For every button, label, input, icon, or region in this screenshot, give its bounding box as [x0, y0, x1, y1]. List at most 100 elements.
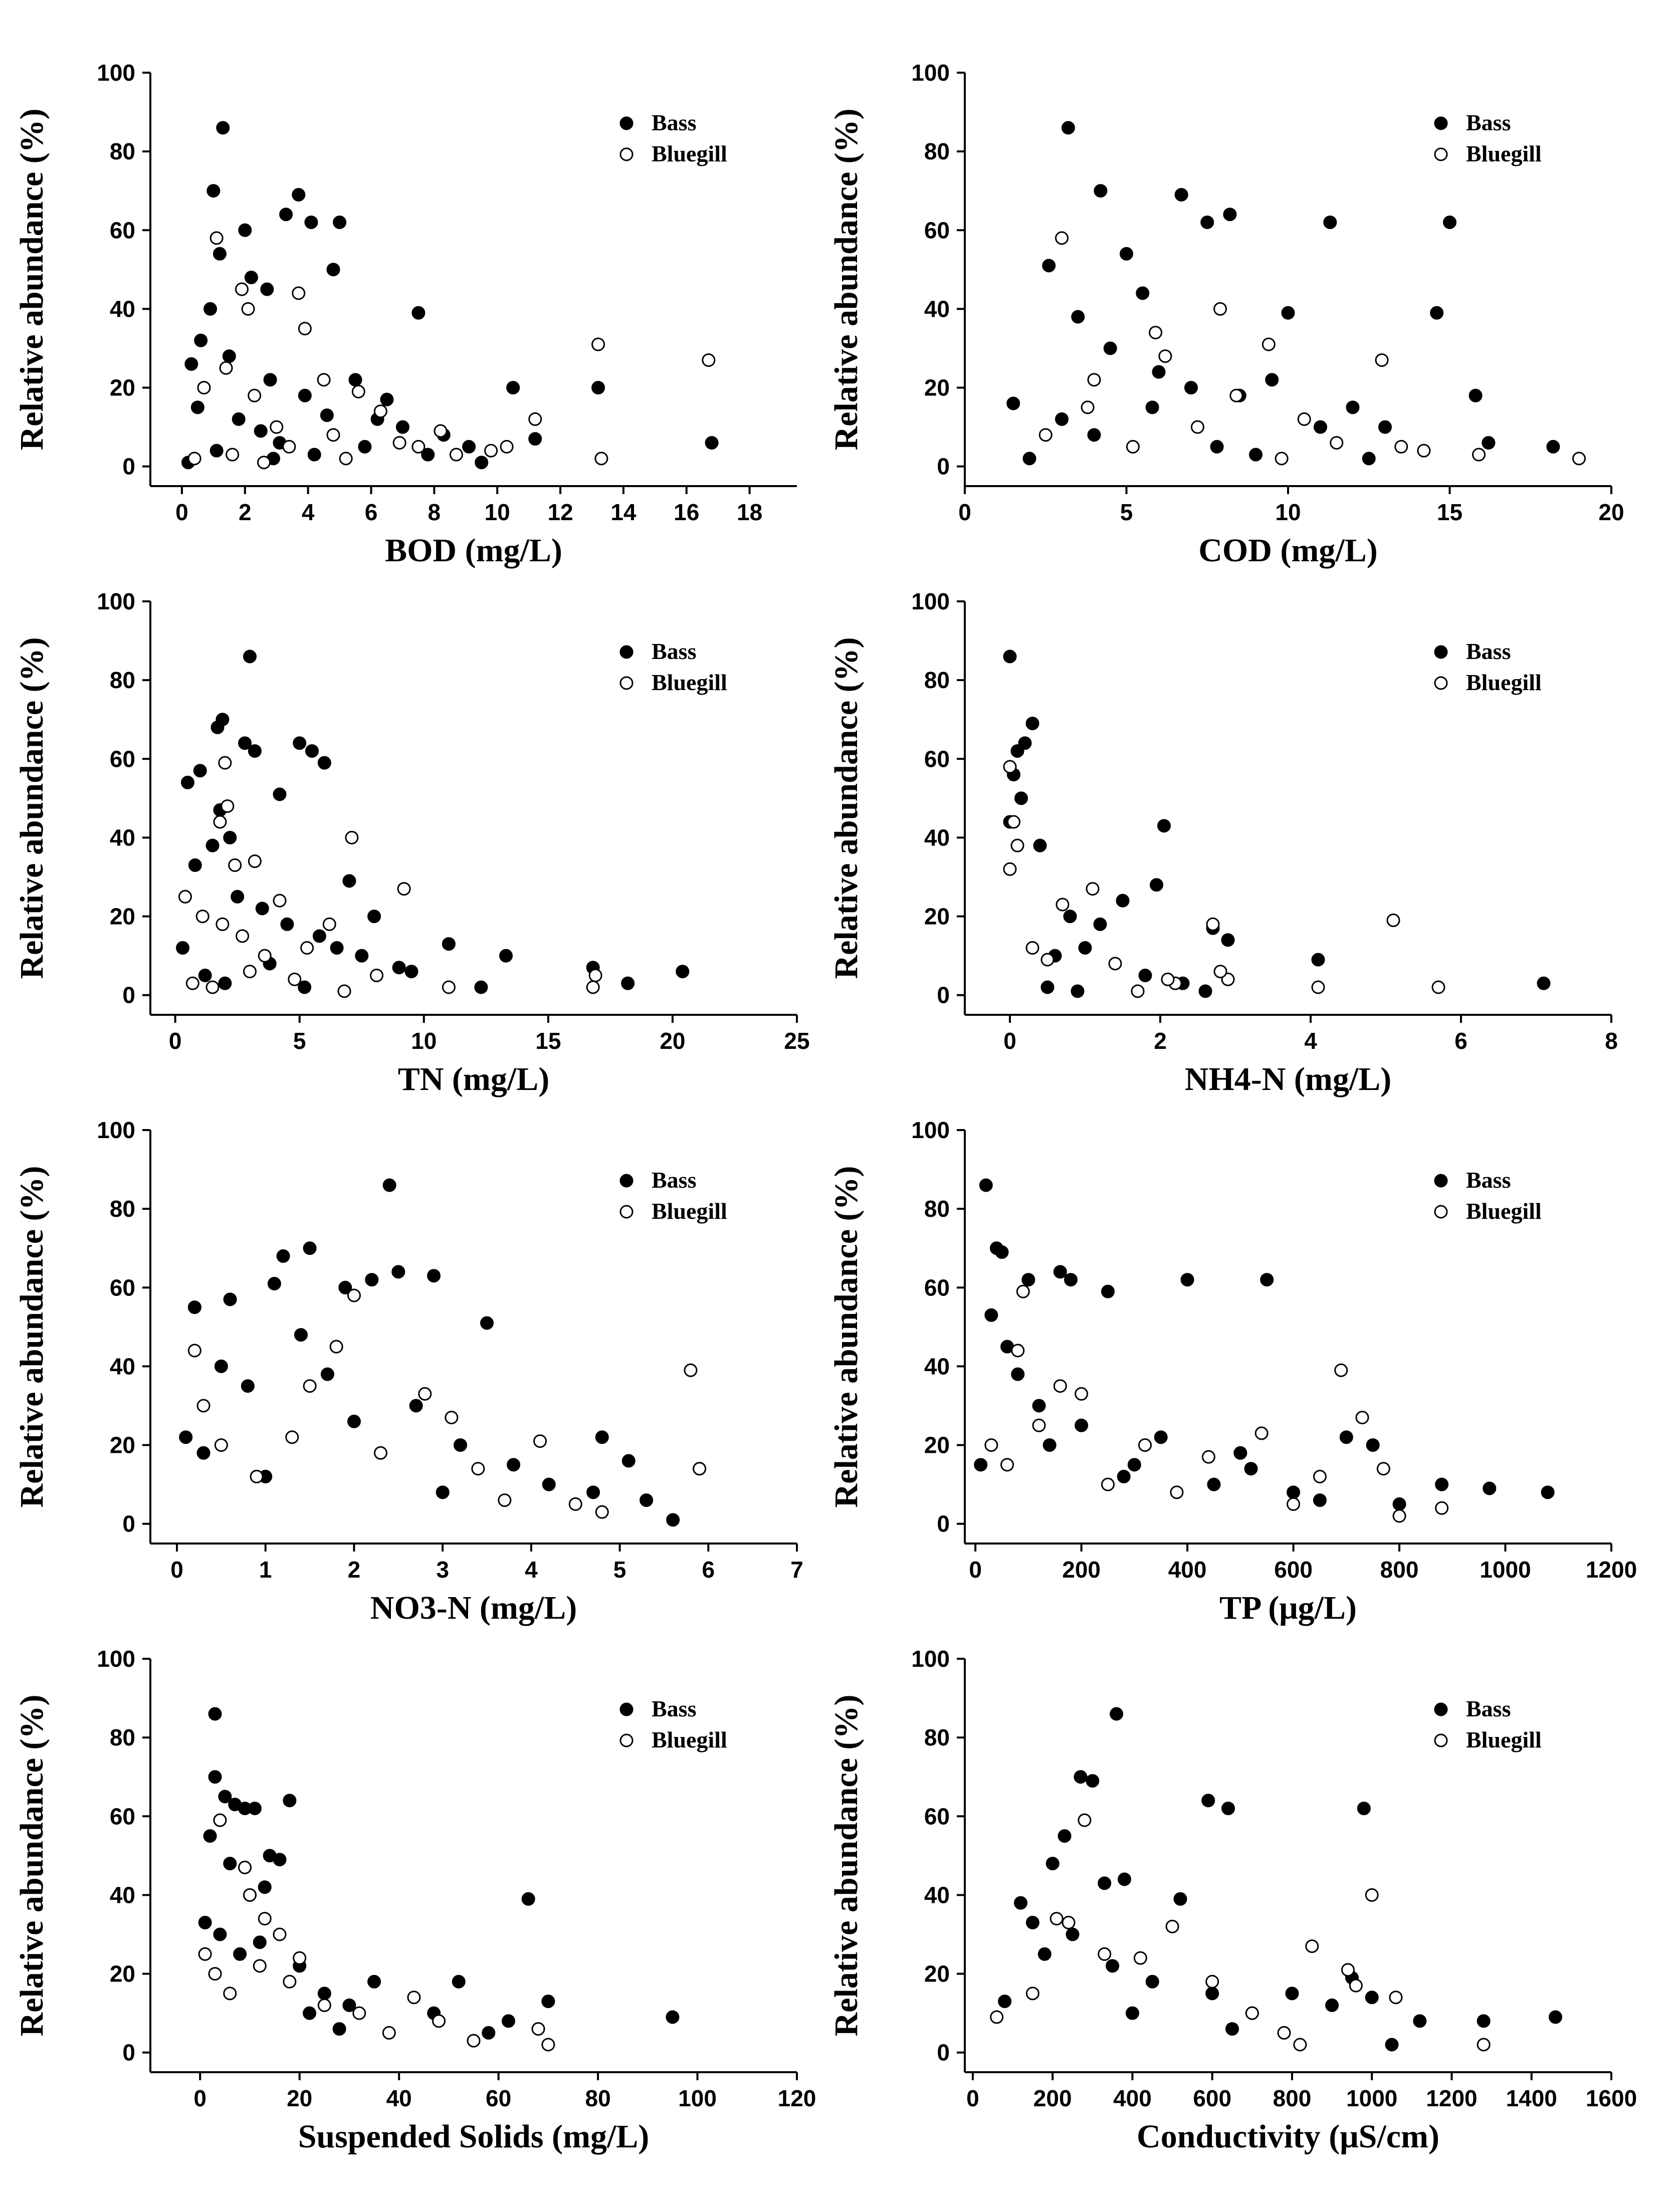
bass-point: [1075, 1418, 1089, 1432]
x-tick-label: 600: [1274, 1557, 1313, 1583]
bluegill-point: [397, 882, 411, 896]
y-tick-label: 20: [110, 904, 135, 930]
bass-point: [231, 890, 245, 904]
bass-point: [1378, 420, 1392, 434]
bass-point: [1339, 1430, 1353, 1444]
bass-point: [358, 439, 372, 454]
bass-point: [462, 439, 476, 454]
bluegill-point: [185, 976, 199, 990]
bass-point: [298, 980, 312, 994]
bass-point: [347, 1414, 361, 1428]
bluegill-point: [533, 1434, 547, 1448]
x-axis-title: BOD (mg/L): [385, 532, 562, 569]
y-tick-label: 60: [110, 1274, 135, 1300]
panel-7: 0 20 40 60 80 100 0 20 40 60 80 100 120 Suspended Sol…: [14, 1646, 816, 2155]
x-tick-label: 14: [610, 499, 637, 525]
bass-point: [506, 381, 520, 395]
bass-point: [591, 381, 605, 395]
panel-5: 0 20 40 60 80 100 0 1 2 3 4 5 6 7 NO3-N (mg/L) Relative…: [14, 1117, 803, 1626]
bass-point: [475, 456, 489, 470]
bass-point: [382, 1178, 396, 1192]
bluegill-point: [1277, 2026, 1291, 2040]
bluegill-point: [1389, 1991, 1403, 2005]
y-tick-label: 0: [122, 2040, 135, 2066]
bass-point: [404, 965, 418, 979]
bluegill-point: [283, 1974, 297, 1989]
bluegill-point: [445, 1411, 459, 1425]
bass-point: [193, 764, 207, 778]
bluegill-point: [1297, 412, 1311, 426]
x-axis-title: Suspended Solids (mg/L): [298, 2118, 650, 2155]
x-tick-label: 16: [674, 499, 699, 525]
legend-label-bluegill: Bluegill: [1466, 1198, 1542, 1224]
bluegill-point: [1245, 2006, 1259, 2020]
bluegill-point: [449, 448, 463, 462]
bluegill-point: [300, 941, 314, 955]
bass-point: [194, 333, 208, 347]
x-tick-label: 5: [1120, 499, 1133, 525]
bluegill-point: [1032, 1418, 1046, 1432]
legend: Bass Bluegill: [1434, 638, 1542, 695]
y-axis-title: Relative abundance (%): [828, 109, 865, 451]
bass-point: [621, 976, 635, 990]
x-tick-label: 5: [613, 1557, 626, 1583]
bass-point: [1127, 1458, 1141, 1472]
series-bass: [179, 1178, 707, 1527]
x-tick-label: 100: [678, 2085, 717, 2111]
bass-point: [367, 1974, 381, 1989]
bluegill-point: [1101, 1477, 1115, 1491]
bass-point: [1260, 1273, 1274, 1287]
bluegill-point: [1138, 1438, 1152, 1452]
bluegill-point: [1108, 957, 1122, 971]
bass-point: [223, 830, 237, 844]
bluegill-point: [1016, 1284, 1030, 1298]
bass-point: [213, 247, 227, 261]
bass-point: [1154, 1430, 1168, 1444]
legend-marker-bass: [1434, 1702, 1448, 1716]
bass-point: [380, 392, 394, 406]
legend: Bass Bluegill: [1434, 1696, 1542, 1752]
bass-point: [263, 373, 277, 387]
y-tick-label: 0: [937, 982, 950, 1008]
y-tick-label: 0: [937, 1511, 950, 1537]
bass-point: [190, 400, 204, 414]
bass-point: [1058, 1829, 1072, 1843]
y-tick-label: 80: [110, 138, 135, 164]
x-tick-label: 5: [293, 1028, 306, 1054]
bass-point: [260, 282, 274, 296]
bluegill-point: [1206, 917, 1220, 931]
x-tick-label: 0: [966, 2085, 979, 2111]
bluegill-point: [1158, 349, 1172, 363]
bass-point: [1045, 1857, 1060, 1871]
x-tick-label: 20: [1598, 499, 1624, 525]
legend-label-bluegill: Bluegill: [652, 1198, 727, 1224]
bluegill-point: [292, 286, 306, 300]
bluegill-point: [1334, 1363, 1348, 1377]
bluegill-point: [253, 1959, 267, 1973]
x-tick-label: 0: [1003, 1028, 1016, 1054]
x-tick-label: 400: [1168, 1557, 1207, 1583]
y-tick-label: 80: [110, 667, 135, 693]
bass-point: [1221, 933, 1235, 947]
bluegill-point: [531, 2022, 545, 2036]
x-tick-label: 1: [259, 1557, 272, 1583]
bluegill-point: [351, 384, 365, 398]
y-tick-label: 100: [97, 60, 135, 86]
x-tick-label: 10: [411, 1028, 437, 1054]
bluegill-point: [250, 1469, 264, 1483]
bass-point: [1173, 1892, 1187, 1906]
bluegill-point: [178, 890, 192, 904]
bass-point: [474, 980, 488, 994]
y-axis-title: Relative abundance (%): [14, 637, 50, 979]
bluegill-point: [591, 337, 605, 351]
y-tick-label: 100: [97, 1117, 135, 1143]
bluegill-point: [1213, 965, 1227, 979]
bluegill-point: [1349, 1978, 1363, 1993]
bass-point: [1198, 984, 1212, 998]
bass-point: [1477, 2014, 1491, 2028]
bass-point: [995, 1245, 1009, 1259]
bass-point: [392, 961, 406, 975]
y-tick-label: 80: [924, 1196, 950, 1222]
x-tick-label: 6: [1454, 1028, 1467, 1054]
bass-point: [304, 215, 318, 230]
